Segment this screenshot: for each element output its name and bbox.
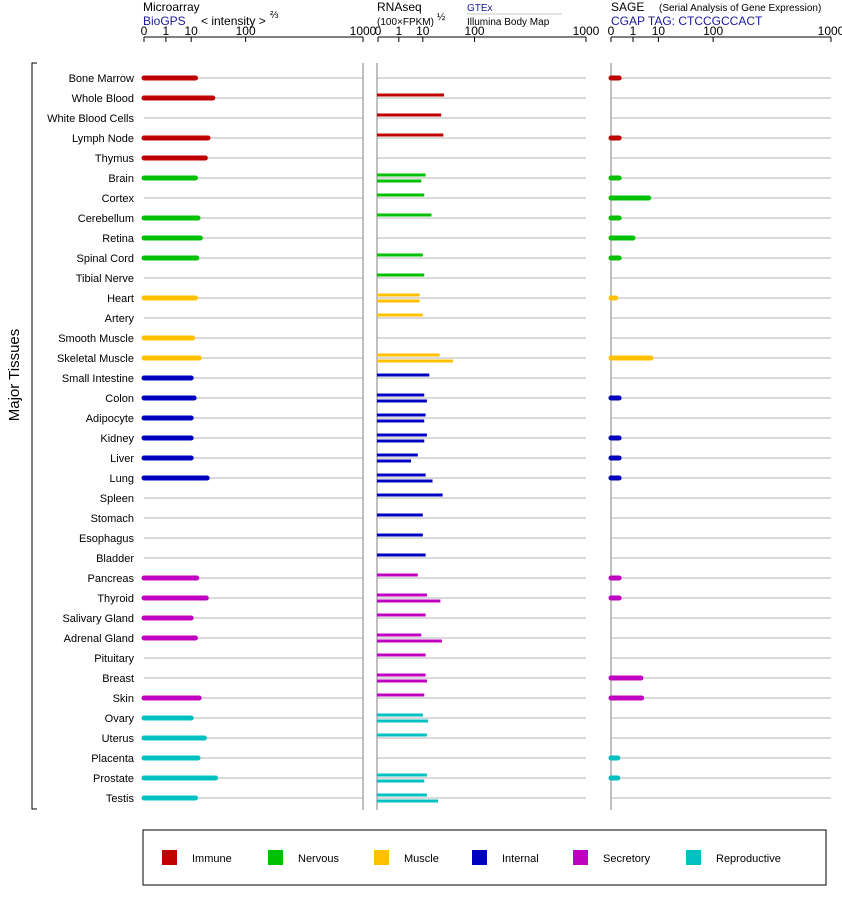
microarray-header: Microarray BioGPS < intensity > ⅔ <box>143 0 279 28</box>
sage-tick-label: 1000 <box>818 24 842 38</box>
rnaseq-tick-label: 100 <box>465 24 485 38</box>
rnaseq-tick-label: 1000 <box>573 24 600 38</box>
tissue-label: Prostate <box>93 773 134 785</box>
tissue-label: Adipocyte <box>86 413 134 425</box>
rnaseq-title: RNAseq <box>377 0 422 14</box>
sage-tick-label: 100 <box>703 24 723 38</box>
tissue-label: Small Intestine <box>62 373 134 385</box>
tissue-label: Whole Blood <box>72 93 134 105</box>
expression-bars <box>141 75 654 803</box>
tissue-label: Skin <box>113 693 134 705</box>
rnaseq-tick-label: 10 <box>416 24 430 38</box>
tissue-label: Esophagus <box>79 533 135 545</box>
legend-label-internal: Internal <box>502 853 539 865</box>
tissue-label: Spinal Cord <box>77 253 134 265</box>
legend-box <box>142 829 827 886</box>
tissue-label: Testis <box>106 793 135 805</box>
tissue-label: Ovary <box>105 713 135 725</box>
tissue-label: Salivary Gland <box>62 613 134 625</box>
tissue-label: Kidney <box>100 433 134 445</box>
sage-subtitle: CGAP TAG: CTCCGCCACT <box>611 14 763 28</box>
legend-label-reproductive: Reproductive <box>716 853 781 865</box>
rnaseq-tick-label: 1 <box>395 24 402 38</box>
legend-swatch-internal <box>472 850 487 865</box>
microarray-tick-label: 0 <box>141 24 148 38</box>
sage-tick-label: 1 <box>630 24 637 38</box>
microarray-exponent: ⅔ <box>270 10 279 21</box>
tissue-bracket <box>31 62 37 810</box>
tissue-label: Pituitary <box>94 653 134 665</box>
sage-tick-label: 10 <box>652 24 666 38</box>
tissue-label: Lung <box>110 473 134 485</box>
legend-label-nervous: Nervous <box>298 853 339 865</box>
y-axis-group: Major Tissues <box>6 62 37 810</box>
rnaseq-tick-label: 0 <box>375 24 382 38</box>
tissue-label: Bladder <box>96 553 134 565</box>
sage-header: SAGE (Serial Analysis of Gene Expression… <box>611 0 821 28</box>
legend-swatch-immune <box>162 850 177 865</box>
y-axis-title: Major Tissues <box>6 329 23 422</box>
tissue-label: Lymph Node <box>72 133 134 145</box>
microarray-tick-label: 100 <box>236 24 256 38</box>
tissue-label: Heart <box>107 293 134 305</box>
sage-title: SAGE <box>611 0 644 14</box>
microarray-tick-label: 10 <box>185 24 199 38</box>
tissue-label: Skeletal Muscle <box>57 353 134 365</box>
tissue-label: Brain <box>108 173 134 185</box>
microarray-tick-label: 1 <box>163 24 170 38</box>
tissue-label: Smooth Muscle <box>58 333 134 345</box>
rnaseq-source-illumina: Illumina Body Map <box>467 17 550 28</box>
legend-swatch-secretory <box>573 850 588 865</box>
tissue-label: Artery <box>105 313 135 325</box>
tissue-label: Pancreas <box>88 573 135 585</box>
tissue-label: Thymus <box>95 153 135 165</box>
tissue-label: Uterus <box>102 733 135 745</box>
tissue-label: Placenta <box>91 753 135 765</box>
legend-label-immune: Immune <box>192 853 232 865</box>
sage-tick-label: 0 <box>608 24 615 38</box>
legend-swatch-reproductive <box>686 850 701 865</box>
microarray-tick-label: 1000 <box>350 24 377 38</box>
microarray-subtitle: BioGPS <box>143 14 186 28</box>
tissue-label: Spleen <box>100 493 134 505</box>
legend-swatch-muscle <box>374 850 389 865</box>
tissue-label: Colon <box>105 393 134 405</box>
microarray-title: Microarray <box>143 0 200 14</box>
legend-label-secretory: Secretory <box>603 853 651 865</box>
tissue-label: Liver <box>110 453 134 465</box>
tissue-label: Retina <box>102 233 135 245</box>
tissue-label: Cerebellum <box>78 213 134 225</box>
tissue-label: Thyroid <box>97 593 134 605</box>
tissue-label: White Blood Cells <box>47 113 134 125</box>
rnaseq-header: RNAseq (100×FPKM) ½ GTEx Illumina Body M… <box>377 0 562 28</box>
tissue-label: Cortex <box>102 193 135 205</box>
tissue-label: Stomach <box>91 513 134 525</box>
rnaseq-source-gtex: GTEx <box>467 3 493 14</box>
legend: Immune Nervous Muscle Internal Secretory Repr… <box>142 829 827 886</box>
sage-note: (Serial Analysis of Gene Expression) <box>659 3 821 14</box>
row-gridlines <box>144 77 831 799</box>
rnaseq-unit-note: (100×FPKM) <box>377 17 434 28</box>
tissue-label: Bone Marrow <box>69 73 134 85</box>
rnaseq-exponent: ½ <box>437 12 446 23</box>
legend-label-muscle: Muscle <box>404 853 439 865</box>
microarray-intensity-note: < intensity > <box>201 14 266 28</box>
tissue-label: Adrenal Gland <box>64 633 134 645</box>
legend-swatch-nervous <box>268 850 283 865</box>
tissue-label: Breast <box>102 673 134 685</box>
tissue-label: Tibial Nerve <box>76 273 134 285</box>
tissue-labels: Bone Marrow Whole Blood White Blood Cells L… <box>47 73 135 805</box>
